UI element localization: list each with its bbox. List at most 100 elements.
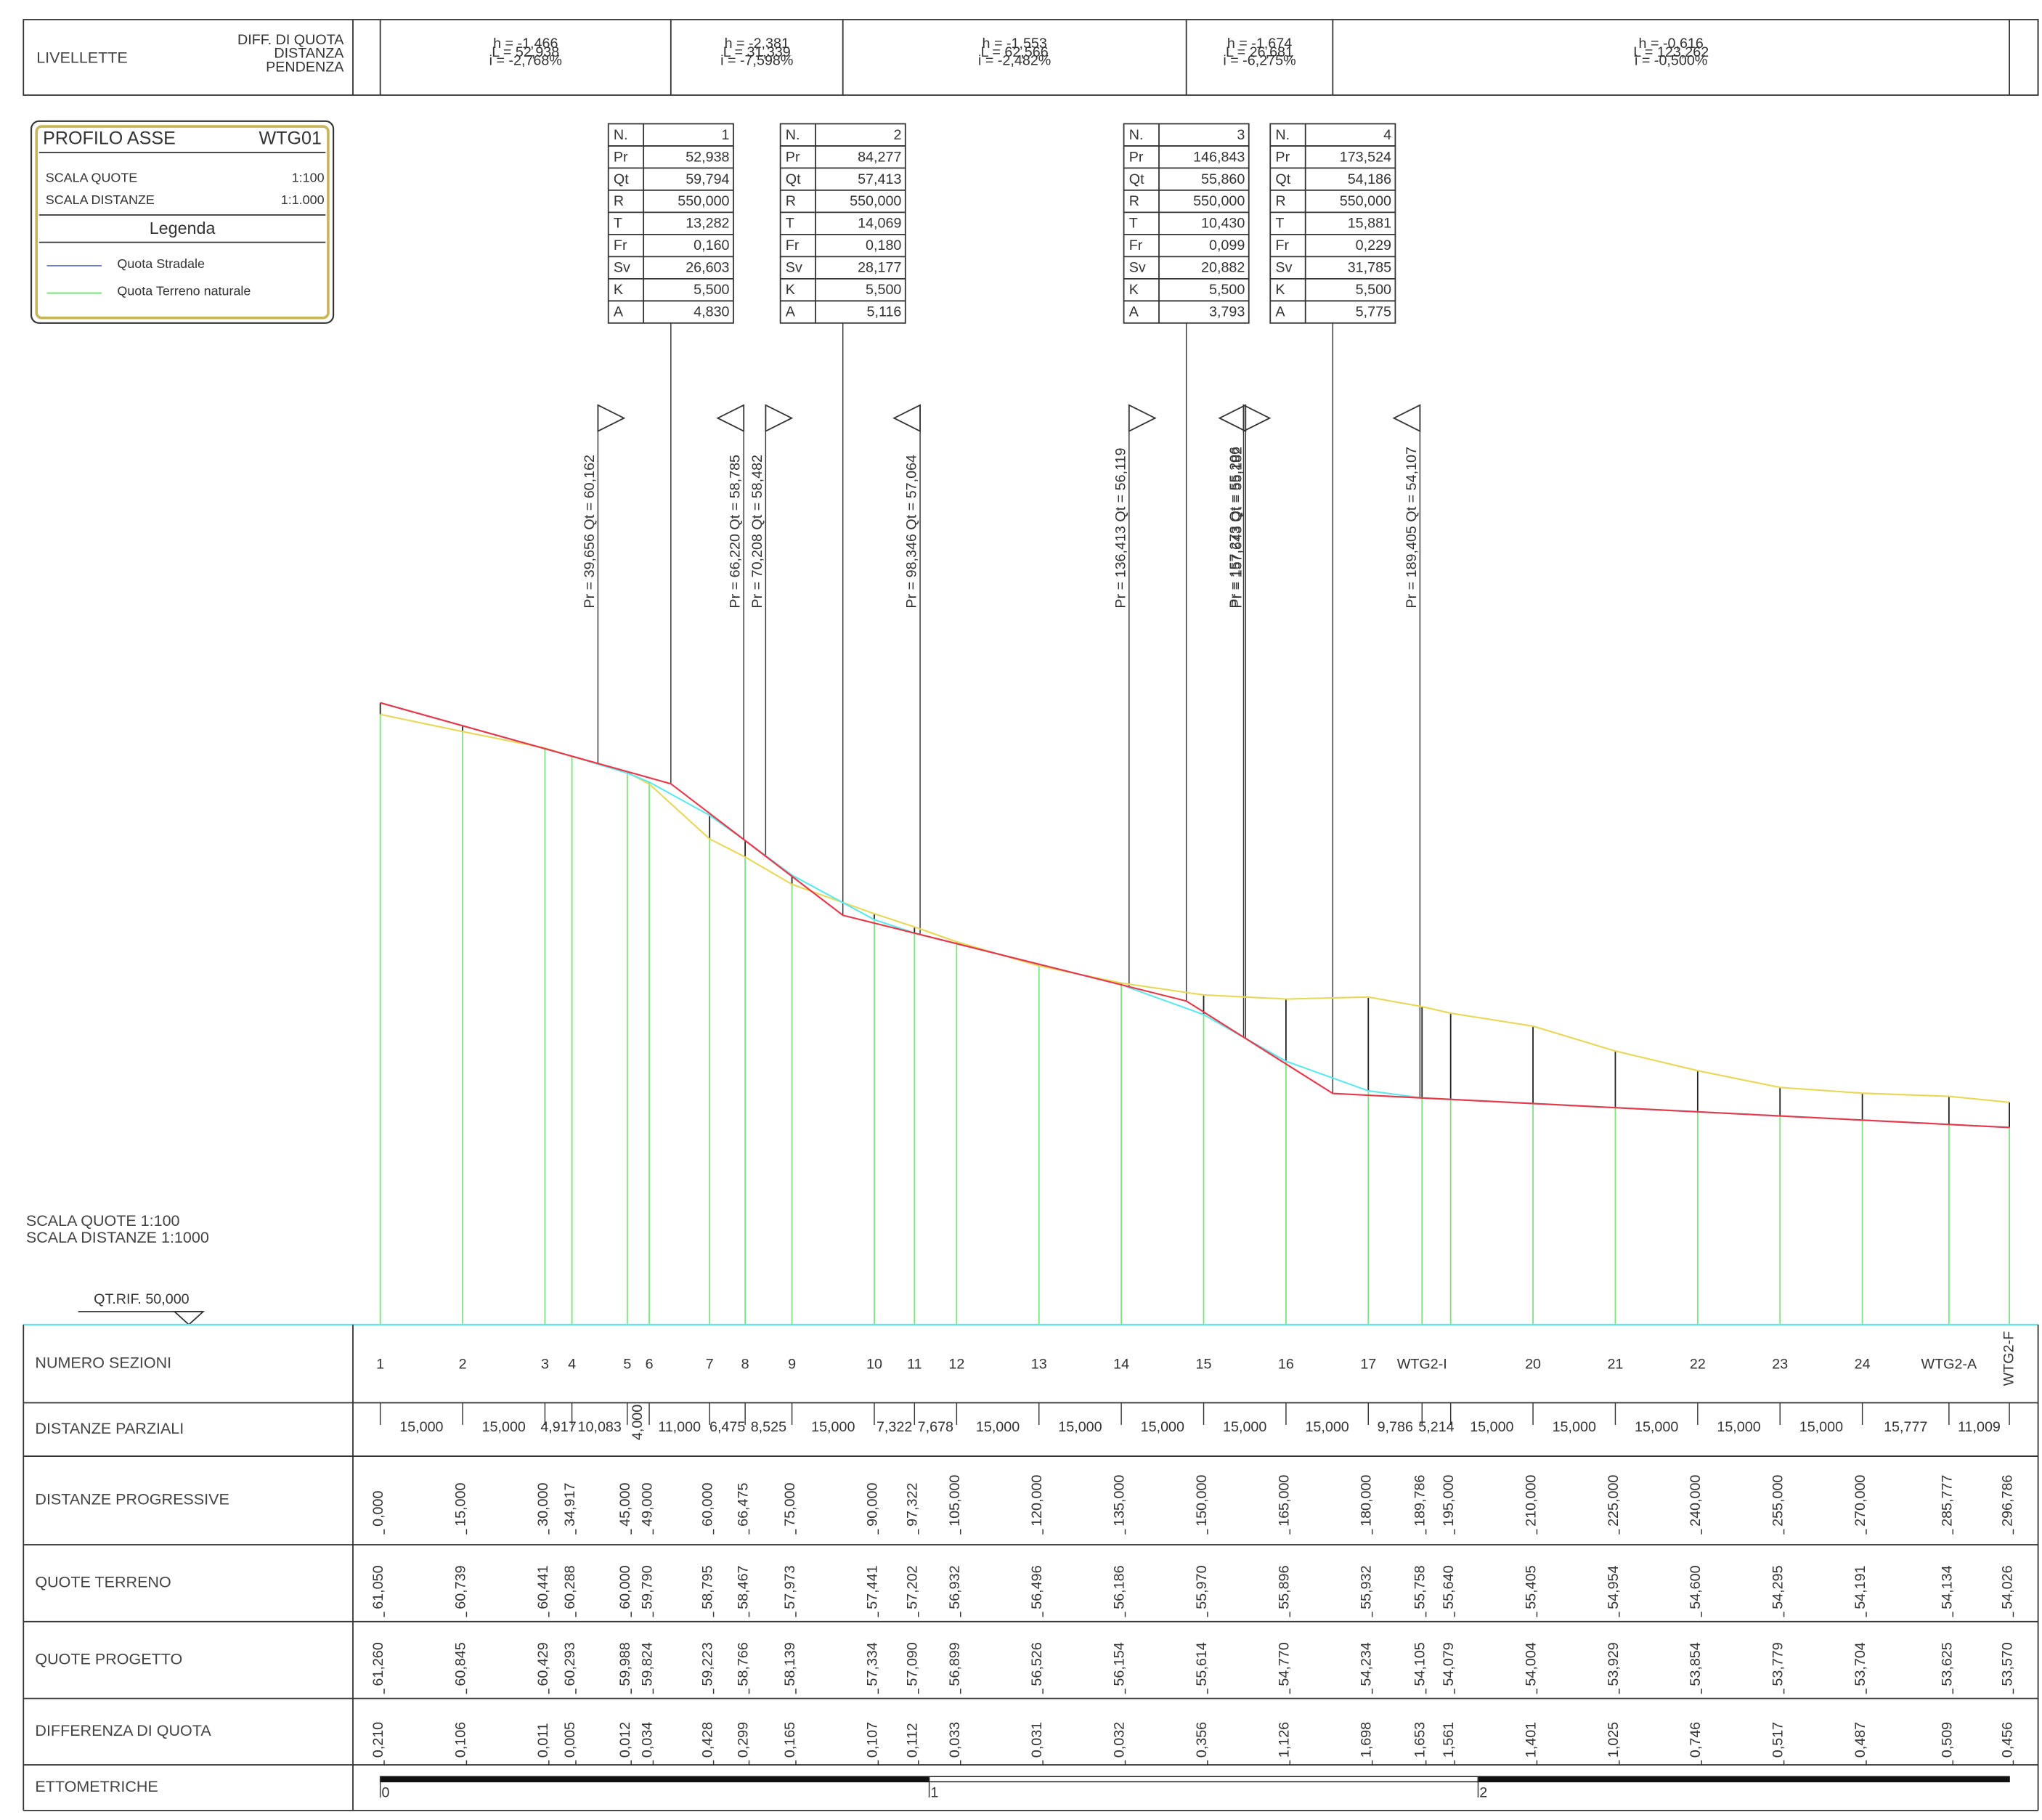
partial-distance: 7,322 bbox=[876, 1419, 912, 1435]
partial-distance: 11,000 bbox=[658, 1419, 701, 1435]
curve-value: 59,794 bbox=[686, 171, 729, 187]
section-number: 3 bbox=[541, 1357, 549, 1373]
marker-flag bbox=[892, 404, 921, 433]
progetto-value: 58,139 bbox=[782, 1642, 798, 1686]
curve-value: 4 bbox=[1383, 127, 1391, 143]
row-label: QUOTE TERRENO bbox=[35, 1574, 171, 1591]
section-number: 22 bbox=[1690, 1357, 1706, 1373]
curve-value: 5,500 bbox=[693, 282, 729, 298]
curve-key: Sv bbox=[614, 260, 630, 276]
section-number: 8 bbox=[741, 1357, 749, 1373]
partial-distance: 15,000 bbox=[1223, 1419, 1266, 1435]
livellette-value: h = -0,616 bbox=[1639, 36, 1704, 52]
curve-key: T bbox=[1275, 216, 1284, 232]
terreno-value: 56,186 bbox=[1112, 1565, 1128, 1609]
curve-key: Sv bbox=[1275, 260, 1292, 276]
livellette-value: L = 31,339 bbox=[723, 44, 791, 60]
section-number: 11 bbox=[907, 1357, 922, 1373]
curve-value: 54,186 bbox=[1348, 171, 1391, 187]
hectometer-label: 0 bbox=[381, 1785, 389, 1801]
marker-flag bbox=[765, 404, 794, 433]
curve-value: 146,843 bbox=[1193, 149, 1245, 165]
row-label: DIFFERENZA DI QUOTA bbox=[35, 1722, 211, 1739]
marker-label: Pr = 157,273 Qt = 55,206 bbox=[1227, 447, 1243, 609]
curve-key: K bbox=[614, 282, 623, 298]
progressive-value: 189,786 bbox=[1412, 1475, 1428, 1527]
section-number: WTG2-I bbox=[1397, 1357, 1447, 1373]
terreno-value: 55,640 bbox=[1441, 1565, 1457, 1609]
livellette-value: h = -1,466 bbox=[493, 36, 558, 52]
progressive-value: 225,000 bbox=[1606, 1475, 1622, 1527]
row-label: DISTANZE PROGRESSIVE bbox=[35, 1491, 229, 1508]
section-number: 6 bbox=[646, 1357, 654, 1373]
terreno-value: 60,000 bbox=[617, 1565, 633, 1609]
section-number: 14 bbox=[1113, 1357, 1129, 1373]
row-label: QUOTE PROGETTO bbox=[35, 1650, 182, 1667]
section-number: 2 bbox=[459, 1357, 467, 1373]
partial-distance: 15,000 bbox=[1717, 1419, 1760, 1435]
livellette-value: h = -1,674 bbox=[1227, 36, 1292, 52]
section-number: 12 bbox=[948, 1357, 964, 1373]
curve-key: Sv bbox=[786, 260, 802, 276]
progressive-value: 240,000 bbox=[1688, 1475, 1704, 1527]
progetto-value: 53,779 bbox=[1770, 1642, 1786, 1686]
curve-value: 5,500 bbox=[866, 282, 901, 298]
marker-label: Pr = 157,643 Qt = 55,182 bbox=[1229, 447, 1245, 609]
curve-value: 0,099 bbox=[1209, 237, 1245, 253]
terreno-value: 54,954 bbox=[1606, 1565, 1622, 1609]
legend-scale-name: SCALA DISTANZE bbox=[46, 192, 155, 207]
curve-value: 31,785 bbox=[1348, 260, 1391, 276]
differenza-value: 1,653 bbox=[1412, 1722, 1428, 1758]
partial-distance: 4,917 bbox=[540, 1419, 576, 1435]
row-label: DISTANZE PARZIALI bbox=[35, 1420, 184, 1437]
progetto-value: 56,899 bbox=[947, 1642, 963, 1686]
curve-key: Qt bbox=[1129, 171, 1144, 187]
livellette-value: i = -7,598% bbox=[720, 53, 793, 69]
progetto-value: 53,625 bbox=[1939, 1642, 1955, 1686]
curve-value: 52,938 bbox=[686, 149, 729, 165]
progetto-value: 59,988 bbox=[617, 1642, 633, 1686]
progressive-value: 296,786 bbox=[1999, 1475, 2015, 1527]
project-line bbox=[380, 702, 2010, 1129]
progressive-value: 60,000 bbox=[700, 1483, 716, 1527]
progressive-value: 90,000 bbox=[864, 1483, 880, 1527]
partial-distance: 5,214 bbox=[1418, 1419, 1454, 1435]
progressive-value: 270,000 bbox=[1852, 1475, 1868, 1527]
curve-value: 550,000 bbox=[1193, 193, 1245, 209]
hectometer-label: 1 bbox=[930, 1785, 938, 1801]
differenza-value: 0,112 bbox=[905, 1723, 921, 1758]
progressive-value: 150,000 bbox=[1194, 1475, 1210, 1527]
section-number: 15 bbox=[1196, 1357, 1212, 1373]
progetto-value: 57,090 bbox=[905, 1642, 921, 1686]
marker-flag bbox=[1392, 404, 1421, 433]
terreno-value: 58,467 bbox=[736, 1565, 752, 1609]
curve-key: R bbox=[1275, 193, 1285, 209]
differenza-value: 0,356 bbox=[1194, 1722, 1210, 1758]
curve-key: Qt bbox=[614, 171, 629, 187]
progetto-value: 55,614 bbox=[1194, 1642, 1210, 1686]
differenza-value: 0,032 bbox=[1112, 1722, 1128, 1758]
curve-key: K bbox=[1275, 282, 1285, 298]
curve-value: 3,793 bbox=[1209, 304, 1245, 320]
livellette-header: DISTANZA bbox=[274, 46, 344, 62]
livellette-value: h = -1,553 bbox=[983, 36, 1047, 52]
partial-distance: 4,000 bbox=[630, 1405, 646, 1440]
progetto-value: 60,293 bbox=[562, 1642, 578, 1686]
livellette-value: i = -0,500% bbox=[1635, 53, 1707, 69]
curve-key: A bbox=[786, 304, 796, 320]
curve-value: 26,603 bbox=[686, 260, 729, 276]
legend-item: Quota Stradale bbox=[117, 256, 205, 271]
legend-code: WTG01 bbox=[259, 129, 322, 149]
curve-value: 14,069 bbox=[858, 216, 901, 232]
section-number: 24 bbox=[1855, 1357, 1871, 1373]
curve-value: 10,430 bbox=[1201, 216, 1245, 232]
terreno-value: 54,191 bbox=[1852, 1565, 1868, 1609]
partial-distance: 15,000 bbox=[1470, 1419, 1513, 1435]
curve-key: A bbox=[1275, 304, 1285, 320]
differenza-value: 0,517 bbox=[1770, 1722, 1786, 1758]
marker-label: Pr = 136,413 Qt = 56,119 bbox=[1112, 447, 1128, 608]
hectometer-label: 2 bbox=[1479, 1785, 1487, 1801]
curve-value: 550,000 bbox=[850, 193, 901, 209]
differenza-value: 0,005 bbox=[562, 1722, 578, 1758]
